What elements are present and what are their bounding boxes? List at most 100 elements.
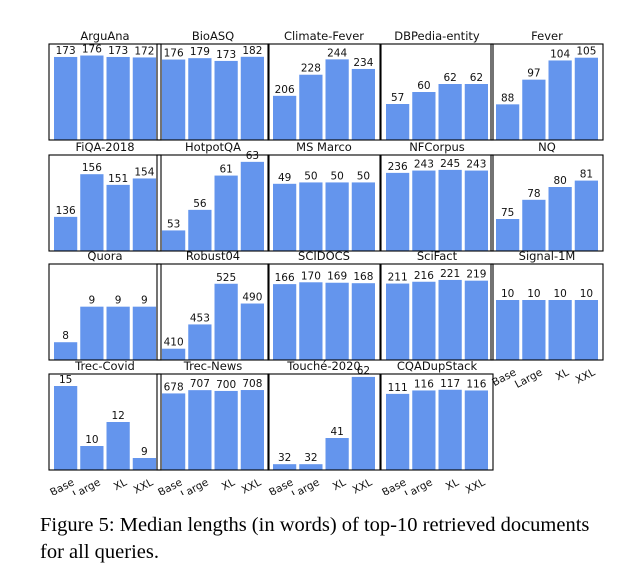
value-label-bioasq-xxl: 182 [242, 45, 262, 57]
bar-scidocs-base [273, 284, 297, 360]
panel-frame-climate-fever [267, 43, 381, 141]
bar-dbpedia-entity-xl [438, 84, 462, 140]
value-label-hotpotqa-base: 53 [167, 218, 180, 230]
panel-frame-trec-news [156, 373, 270, 471]
value-label-nq-large: 78 [527, 188, 540, 200]
panel-fiqa-2018: FiQA-2018 136 156 151 154 [48, 140, 162, 252]
value-label-hotpotqa-large: 56 [193, 198, 207, 210]
bar-nfcorpus-base [386, 172, 410, 251]
bar-signal-1m-base [496, 300, 520, 360]
bar-climate-fever-base [273, 95, 297, 140]
bar-arguana-xl [106, 56, 130, 140]
value-label-arguana-base: 173 [56, 45, 76, 57]
bar-fiqa-2018-xl [106, 184, 130, 251]
bar-fever-xxl [574, 57, 598, 140]
panel-title-fever: Fever [531, 29, 563, 43]
value-label-ms-marco-large: 50 [304, 170, 317, 182]
value-label-fiqa-2018-large: 156 [82, 162, 102, 174]
bar-hotpotqa-large [188, 209, 212, 251]
bar-chart-grid: ArguAna 173 176 173 172 BioASQ 176 179 173 182 Cli… [48, 29, 604, 495]
value-label-dbpedia-entity-xxl: 62 [470, 72, 483, 84]
bar-fever-large [522, 79, 546, 140]
value-label-scifact-base: 211 [388, 272, 408, 284]
x-tick-touche-2020-xl: XL [331, 476, 348, 493]
value-label-fever-large: 97 [527, 68, 540, 80]
value-label-climate-fever-xxl: 234 [353, 57, 373, 69]
x-tick-trec-covid-xxl: XXL [132, 476, 156, 495]
x-tick-signal-1m-xl: XL [554, 366, 571, 383]
value-label-scifact-xxl: 219 [466, 269, 486, 281]
value-label-fever-xl: 104 [550, 48, 570, 60]
figure-caption: Figure 5: Median lengths (in words) of t… [40, 514, 590, 563]
bar-hotpotqa-xxl [240, 161, 264, 251]
value-label-fever-base: 88 [501, 92, 514, 104]
value-label-robust04-xl: 525 [216, 272, 236, 284]
bar-climate-fever-xxl [351, 68, 375, 140]
bar-bioasq-base [162, 59, 186, 140]
bar-robust04-xl [214, 283, 238, 360]
panel-frame-touche-2020 [267, 373, 381, 471]
bar-nfcorpus-large [412, 170, 436, 251]
bar-trec-news-xl [214, 390, 238, 470]
bar-scifact-xl [438, 279, 462, 360]
panel-fever: Fever 88 97 104 105 [490, 29, 604, 141]
panel-title-nq: NQ [538, 140, 556, 154]
value-label-fever-xxl: 105 [576, 46, 596, 58]
value-label-nfcorpus-xl: 245 [440, 158, 460, 170]
bar-trec-covid-large [80, 446, 104, 470]
panel-title-touche-2020: Touché-2020 [286, 359, 361, 373]
value-label-fiqa-2018-xl: 151 [108, 173, 128, 185]
value-label-dbpedia-entity-large: 60 [417, 80, 430, 92]
bar-robust04-large [188, 324, 212, 360]
bar-nq-xl [548, 187, 572, 251]
bar-cqadupstack-large [412, 390, 436, 470]
bar-fiqa-2018-base [54, 216, 78, 251]
panel-frame-cqadupstack [380, 373, 494, 471]
value-label-bioasq-xl: 173 [216, 49, 236, 61]
bar-hotpotqa-base [162, 230, 186, 251]
bar-fever-xl [548, 60, 572, 141]
value-label-robust04-base: 410 [164, 337, 184, 349]
panel-title-trec-covid: Trec-Covid [74, 359, 135, 373]
bar-nq-base [496, 219, 520, 251]
bar-signal-1m-large [522, 300, 546, 360]
panel-frame-nq [490, 154, 604, 252]
value-label-bioasq-base: 176 [164, 48, 184, 60]
value-label-climate-fever-base: 206 [275, 84, 295, 96]
value-label-robust04-xxl: 490 [242, 292, 262, 304]
panel-frame-ms-marco [267, 154, 381, 252]
x-tick-signal-1m-base: Base [490, 366, 518, 389]
panel-robust04: Robust04 410 453 525 490 [156, 249, 270, 361]
panel-scifact: SciFact 211 216 221 219 [380, 249, 494, 361]
panel-frame-dbpedia-entity [380, 43, 494, 141]
panel-title-cqadupstack: CQADupStack [397, 359, 478, 373]
bar-touche-2020-xl [325, 438, 349, 470]
value-label-ms-marco-xl: 50 [330, 170, 343, 182]
bar-trec-covid-xxl [132, 458, 156, 470]
bar-arguana-large [80, 55, 104, 140]
panel-arguana: ArguAna 173 176 173 172 [48, 29, 162, 141]
value-label-scidocs-large: 170 [301, 270, 321, 282]
panel-title-robust04: Robust04 [186, 249, 240, 263]
panel-frame-hotpotqa [156, 154, 270, 252]
value-label-dbpedia-entity-base: 57 [391, 92, 404, 104]
value-label-quora-xl: 9 [115, 295, 122, 307]
value-label-hotpotqa-xxl: 63 [246, 150, 259, 162]
value-label-trec-covid-large: 10 [85, 434, 98, 446]
bar-fiqa-2018-large [80, 174, 104, 251]
value-label-trec-covid-xl: 12 [111, 410, 124, 422]
bar-cqadupstack-xl [438, 389, 462, 470]
panel-title-scidocs: SCIDOCS [298, 249, 350, 263]
value-label-scidocs-base: 166 [275, 272, 295, 284]
value-label-quora-large: 9 [89, 295, 96, 307]
value-label-touche-2020-base: 32 [278, 452, 291, 464]
panel-title-ms-marco: MS Marco [296, 140, 352, 154]
bar-quora-large [80, 306, 104, 360]
x-tick-trec-news-xl: XL [220, 476, 237, 493]
value-label-signal-1m-large: 10 [527, 288, 540, 300]
panel-frame-fiqa-2018 [48, 154, 162, 252]
value-label-nfcorpus-base: 236 [388, 161, 408, 173]
panel-climate-fever: Climate-Fever 206 228 244 234 [267, 29, 381, 141]
